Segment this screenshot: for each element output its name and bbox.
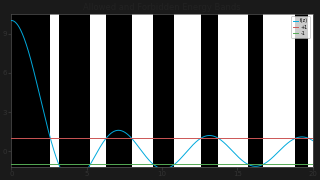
- Bar: [106, 14, 132, 167]
- Legend: f(z), +1, -1: f(z), +1, -1: [291, 16, 310, 38]
- f(z): [295, 137, 299, 139]
- Bar: [248, 14, 263, 167]
- f(z): [157, 167, 161, 169]
- +1: [25, 137, 28, 139]
- -1: [10, 163, 13, 166]
- f(z): [10, 19, 13, 22]
- f(z): [311, 140, 315, 142]
- Bar: [12, 14, 50, 167]
- +1: [10, 137, 13, 139]
- Bar: [59, 14, 90, 167]
- Bar: [201, 14, 218, 167]
- f(z): [22, 37, 26, 39]
- Bar: [295, 14, 308, 167]
- Line: f(z): f(z): [12, 21, 313, 180]
- f(z): [28, 54, 31, 56]
- Title: Allowed and Forbidden Energy Bands: Allowed and Forbidden Energy Bands: [83, 3, 241, 12]
- -1: [25, 163, 28, 166]
- Bar: [153, 14, 174, 167]
- f(z): [11, 20, 15, 22]
